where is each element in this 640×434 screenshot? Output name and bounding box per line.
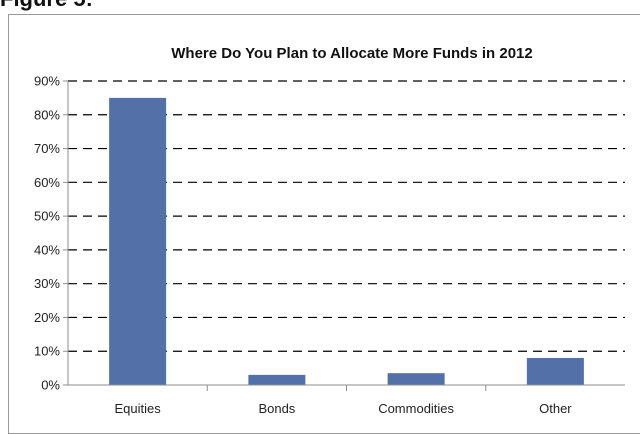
y-axis-ticks: 0% 10% 20% 30% 40% 50% 60% 70% 80% 90%: [34, 74, 68, 393]
y-tick-label: 40%: [34, 242, 60, 257]
x-category-label: Commodities: [378, 401, 454, 416]
y-tick-label: 20%: [34, 310, 60, 325]
y-tick-label: 30%: [34, 276, 60, 291]
figure-label: Figure 5:: [0, 0, 93, 12]
y-tick-label: 50%: [34, 209, 60, 224]
bar-commodities: [387, 373, 445, 385]
bar-other: [526, 357, 584, 385]
chart-title: Where Do You Plan to Allocate More Funds…: [171, 45, 532, 62]
x-axis-categories: Equities Bonds Commodities Other: [115, 385, 572, 416]
y-tick-label: 10%: [34, 344, 60, 359]
y-tick-label: 70%: [34, 141, 60, 156]
x-category-label: Equities: [115, 401, 162, 416]
bars: [109, 97, 584, 385]
y-tick-label: 90%: [34, 74, 60, 89]
y-tick-label: 0%: [41, 378, 60, 393]
x-category-label: Bonds: [258, 401, 295, 416]
x-category-label: Other: [539, 401, 572, 416]
bar-equities: [109, 97, 167, 385]
bar-chart: Where Do You Plan to Allocate More Funds…: [34, 45, 625, 416]
y-tick-label: 60%: [34, 175, 60, 190]
bar-bonds: [248, 374, 306, 385]
y-tick-label: 80%: [34, 107, 60, 122]
